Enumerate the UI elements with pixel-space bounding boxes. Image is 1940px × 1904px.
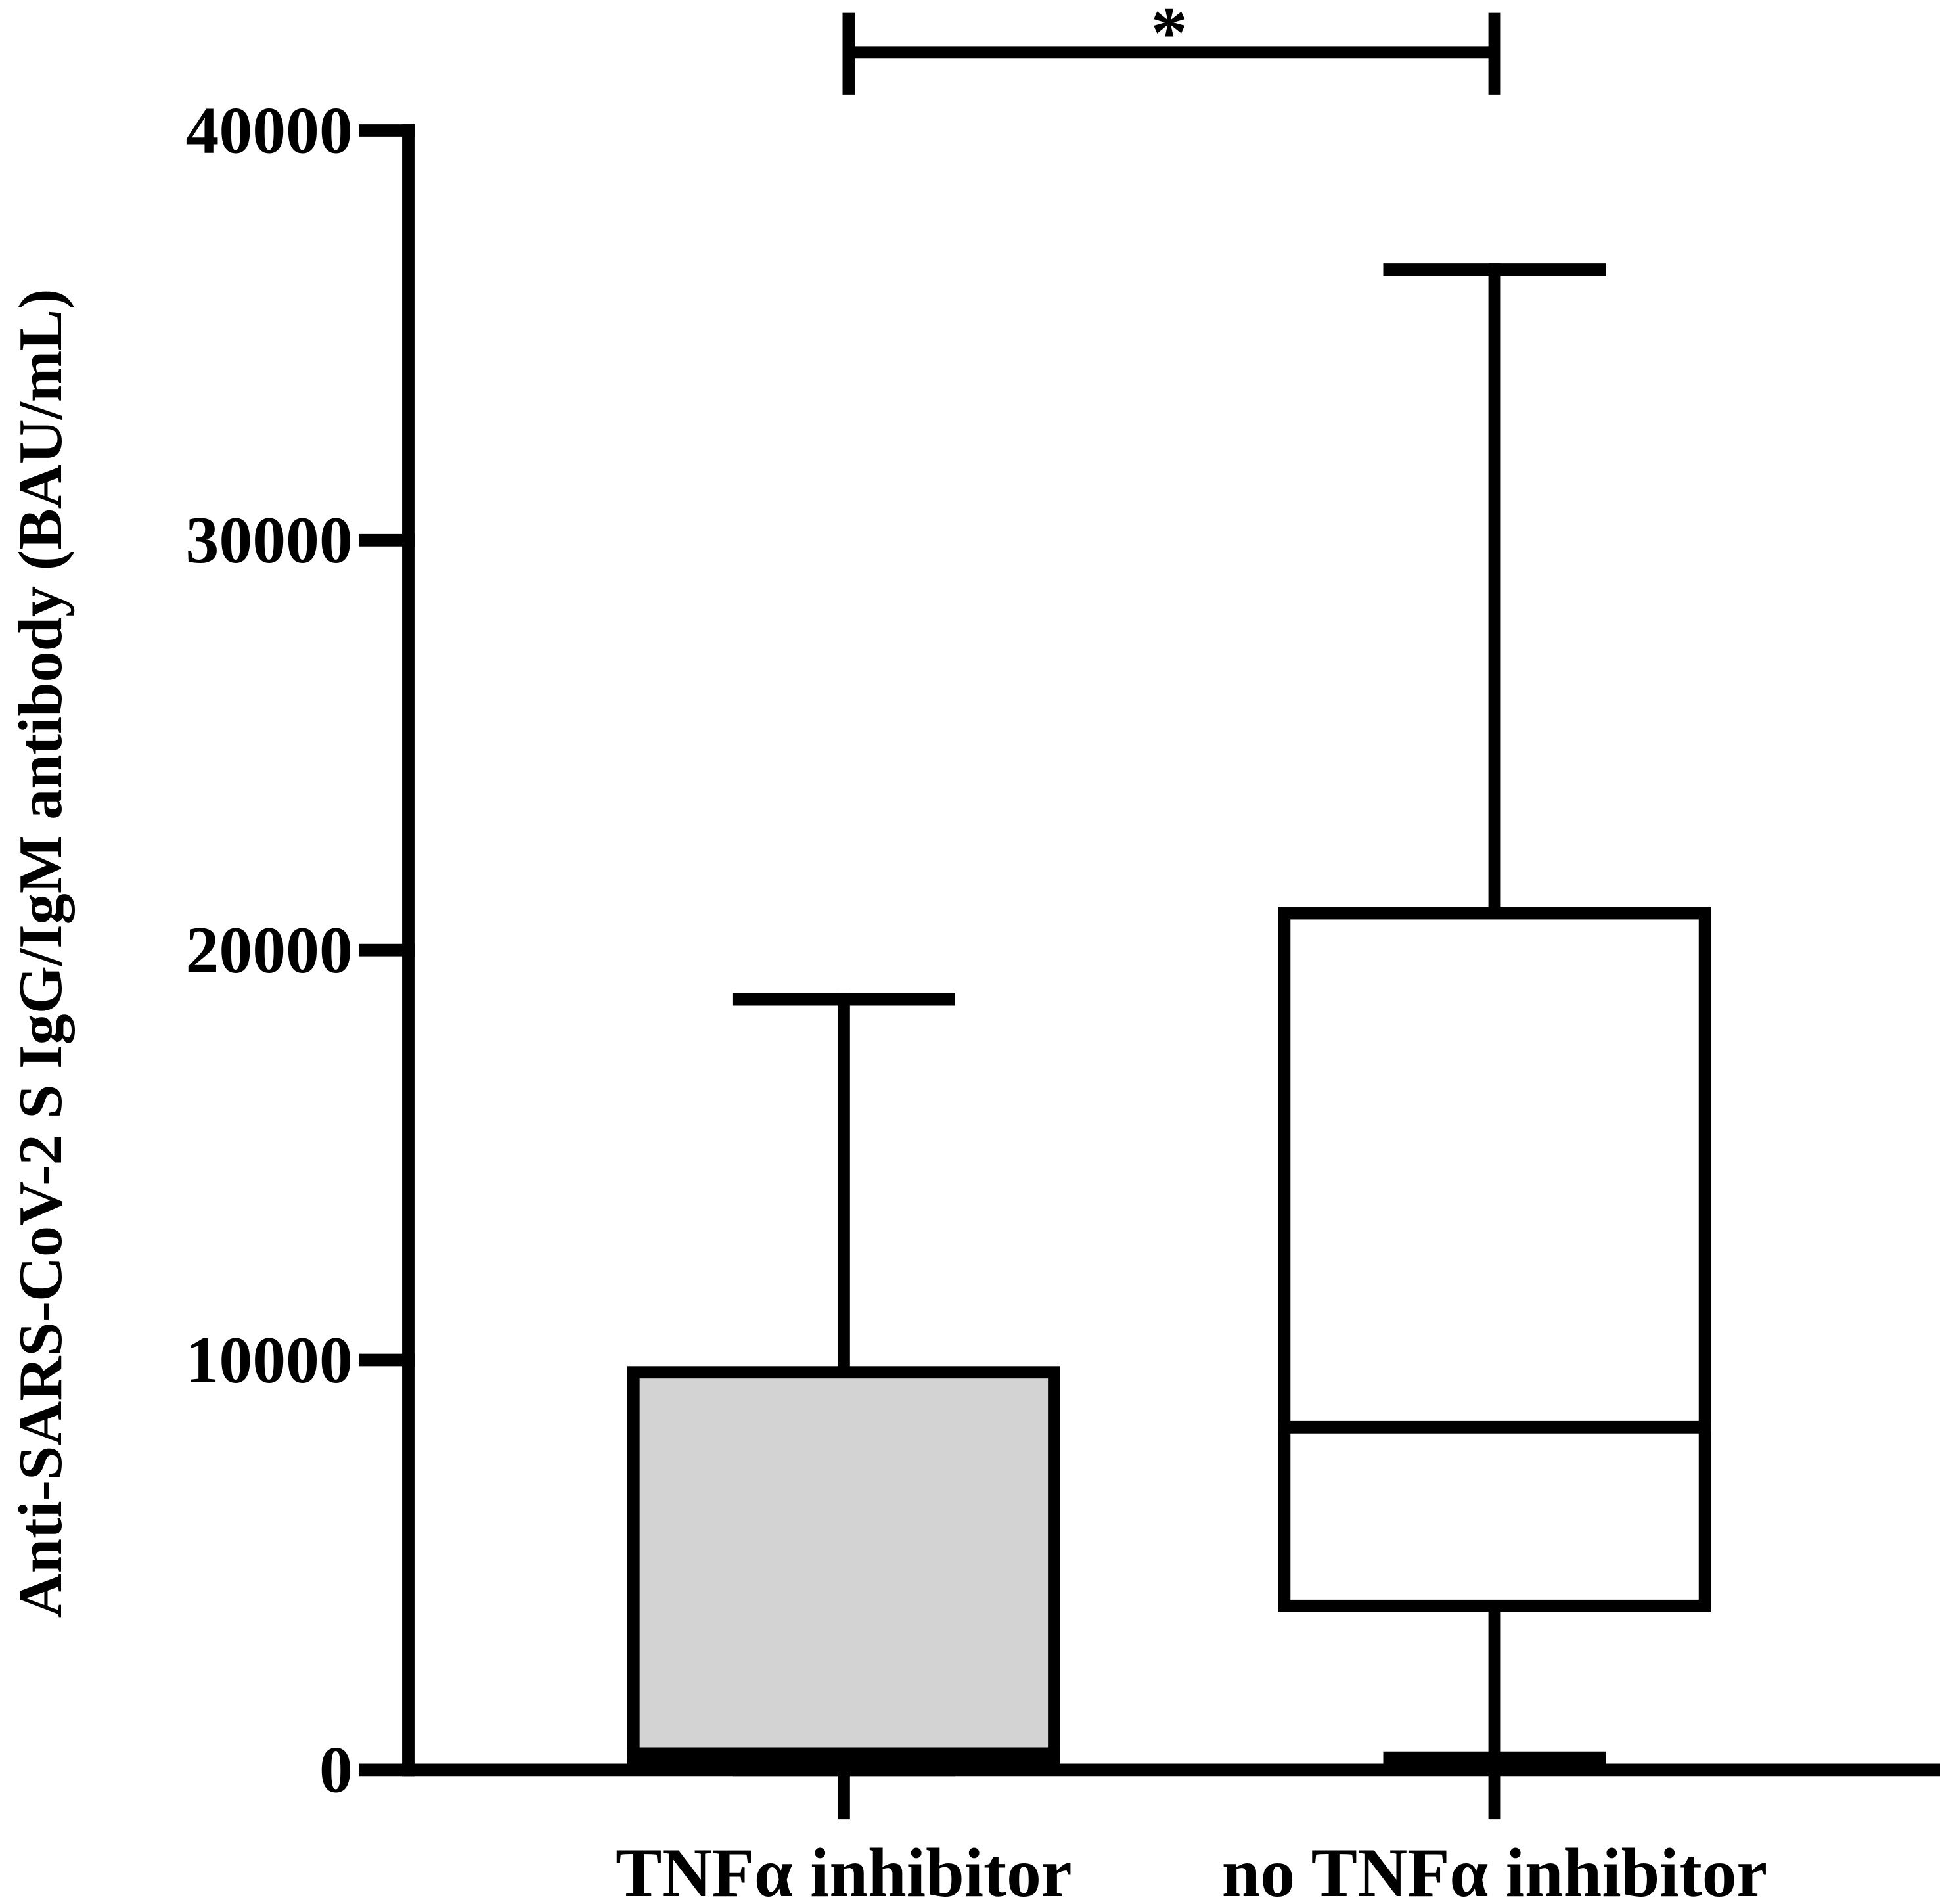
y-tick-label: 0 [319, 1733, 353, 1807]
box [1278, 907, 1711, 1612]
y-tick-label: 40000 [186, 93, 353, 167]
box [627, 1366, 1060, 1768]
y-axis-label: Anti-SARS-CoV-2 S IgG/IgM antibody (BAU/… [7, 288, 75, 1618]
x-tick-label: no TNFα inhibitor [1222, 1834, 1767, 1904]
y-tick-label: 10000 [186, 1323, 353, 1397]
significance-label: * [1150, 0, 1188, 74]
x-tick-label: TNFα inhibitor [616, 1834, 1072, 1904]
y-tick-label: 30000 [186, 503, 353, 577]
y-tick-label: 20000 [186, 913, 353, 987]
